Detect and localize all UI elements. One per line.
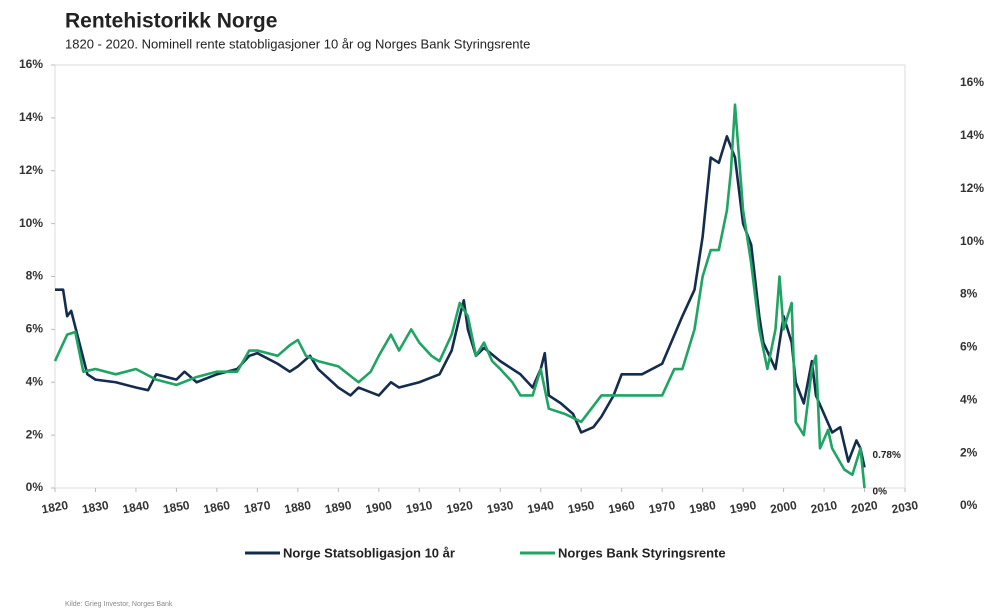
x-tick-label: 1860: [202, 498, 231, 516]
line: [53, 103, 866, 489]
x-tick-label: 1980: [688, 498, 717, 516]
chart-title: Rentehistorikk Norge: [65, 10, 277, 33]
x-tick-label: 1850: [162, 498, 191, 516]
x-tick-label: 1820: [40, 498, 69, 516]
x-tick-label: 1870: [243, 498, 272, 516]
y2-tick-label: 14%: [960, 128, 984, 142]
x-tick-label: 1920: [445, 498, 474, 516]
x-tick-label: 1960: [607, 498, 636, 516]
x-tick-label: 1830: [81, 498, 110, 516]
x-tick-label: 1880: [283, 498, 312, 516]
x-tick-label: 1890: [324, 498, 353, 516]
y2-tick-label: 2%: [960, 445, 978, 459]
chart-subtitle: 1820 - 2020. Nominell rente statobligasj…: [65, 36, 530, 51]
legend-label: Norge Statsobligasjon 10 år: [283, 545, 455, 560]
x-tick-label: 1930: [486, 498, 515, 516]
y2-tick-label: 12%: [960, 181, 984, 195]
y-tick-label: 0%: [26, 480, 44, 494]
x-tick-label: 2020: [850, 498, 879, 516]
x-tick-label: 1840: [121, 498, 150, 516]
x-tick-label: 2010: [810, 498, 839, 516]
y-tick-label: 4%: [26, 374, 44, 388]
plot-area: [54, 64, 906, 489]
x-tick-label: 1910: [405, 498, 434, 516]
y2-tick-label: 0%: [960, 498, 978, 512]
y-tick-label: 6%: [26, 322, 44, 336]
y-tick-label: 2%: [26, 427, 44, 441]
x-tick-label: 2030: [890, 498, 919, 516]
y2-tick-label: 8%: [960, 287, 978, 301]
x-tick-label: 1900: [364, 498, 393, 516]
end-label: 0.78%: [873, 450, 901, 461]
x-tick-label: 1940: [526, 498, 555, 516]
end-label: 0%: [873, 487, 888, 498]
x-tick-label: 1970: [648, 498, 677, 516]
y-tick-label: 14%: [19, 110, 43, 124]
y-tick-label: 8%: [26, 269, 44, 283]
y-tick-label: 16%: [19, 57, 43, 71]
y2-tick-label: 6%: [960, 340, 978, 354]
y2-tick-label: 4%: [960, 392, 978, 406]
source: Kilde: Grieg Investor, Norges Bank: [65, 601, 173, 608]
x-tick-label: 1950: [567, 498, 596, 516]
x-tick-label: 1990: [729, 498, 758, 516]
y2-tick-label: 10%: [960, 234, 984, 248]
x-tick-label: 2000: [769, 498, 798, 516]
legend-label: Norges Bank Styringsrente: [558, 545, 726, 560]
y2-tick-label: 16%: [960, 75, 984, 89]
y-tick-label: 12%: [19, 163, 43, 177]
y-tick-label: 10%: [19, 216, 43, 230]
